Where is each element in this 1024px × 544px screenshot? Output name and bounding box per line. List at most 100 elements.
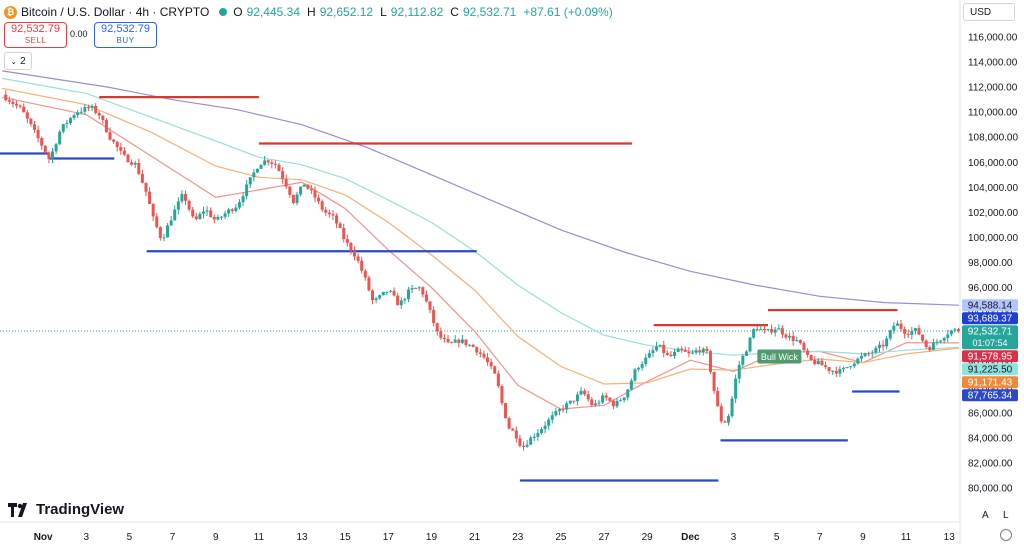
bearish-candle [464,339,468,346]
bullish-candle [939,340,943,342]
bullish-candle [241,196,245,203]
bearish-candle [414,287,418,289]
bearish-candle [827,367,831,372]
bullish-candle [773,329,777,333]
bearish-candle [25,112,29,119]
sell-button[interactable]: 92,532.79 SELL [4,22,67,48]
price-label: 91,225.50 [968,365,1013,376]
settings-gear-icon[interactable] [1000,529,1012,541]
bullish-candle [65,123,69,125]
bullish-candle [410,287,414,290]
buy-button[interactable]: 92,532.79 BUY [94,22,157,48]
time-tick-label: Nov [34,532,53,543]
bearish-candle [583,390,587,395]
bullish-candle [302,184,306,187]
bullish-candle [730,398,734,417]
indicators-toggle[interactable]: ⌄ 2 [4,52,32,70]
bullish-candle [83,107,87,112]
currency-selector[interactable]: USD [963,3,1015,21]
bullish-candle [895,323,899,326]
bullish-candle [453,339,457,343]
bearish-candle [708,351,712,372]
bullish-candle [626,389,630,398]
bearish-candle [345,239,349,243]
bearish-candle [18,105,22,107]
tradingview-logo[interactable]: TradingView [8,501,124,518]
bearish-candle [507,418,511,429]
bullish-candle [205,210,209,212]
bullish-candle [759,329,763,331]
sell-label: SELL [24,36,47,45]
bearish-candle [353,250,357,257]
bullish-candle [550,415,554,420]
annotation-box [757,349,802,364]
price-label-box [962,389,1018,402]
spread-value: 0.00 [70,29,88,39]
auto-scale-button[interactable]: A [982,510,989,521]
bearish-candle [230,209,234,212]
time-tick-label: 5 [774,532,780,543]
bearish-candle [561,409,565,411]
price-tick-label: 102,000.00 [968,208,1018,219]
moving-average-line [2,77,959,356]
ohlc-close-value: 92,532.71 [462,5,517,19]
time-tick-label: 7 [170,532,176,543]
bearish-candle [11,101,15,104]
price-tick-label: 88,000.00 [968,383,1013,394]
bearish-candle [899,323,903,330]
bullish-candle [133,162,137,165]
symbol-title[interactable]: Bitcoin / U.S. Dollar · 4h · CRYPTO [21,5,210,19]
bullish-candle [245,184,249,197]
bullish-candle [859,356,863,359]
bullish-candle [931,342,935,350]
ohlc-low-key: L [380,5,387,19]
bearish-candle [194,216,198,219]
bearish-candle [320,201,324,210]
bullish-candle [252,172,256,178]
bullish-candle [953,329,957,331]
price-tick-label: 96,000.00 [968,283,1013,294]
bullish-candle [593,403,597,406]
bullish-candle [529,437,533,445]
bullish-candle [633,369,637,381]
bearish-candle [683,349,687,352]
bearish-candle [151,203,155,217]
bearish-candle [457,339,461,343]
bullish-candle [166,225,170,238]
bearish-candle [698,350,702,353]
price-label: 87,765.34 [968,391,1013,402]
bearish-candle [780,328,784,335]
bullish-candle [198,213,202,219]
bullish-candle [788,335,792,338]
bearish-candle [33,124,37,130]
bearish-candle [148,191,152,204]
bullish-candle [701,348,705,353]
time-tick-label: 21 [469,532,481,543]
price-label: 91,171.43 [968,378,1013,389]
bearish-candle [115,141,119,148]
bullish-candle [403,299,407,301]
bearish-candle [712,371,716,391]
bullish-candle [162,237,166,239]
time-tick-label: 9 [860,532,866,543]
bullish-candle [863,353,867,357]
bearish-candle [478,352,482,354]
bullish-candle [173,209,177,221]
bearish-candle [309,188,313,191]
ohlc-open-key: O [233,5,243,19]
price-tick-label: 116,000.00 [968,33,1018,44]
bullish-candle [949,330,953,335]
bearish-candle [360,260,364,271]
bitcoin-icon: ₿ [4,5,17,19]
time-tick-label: Dec [681,532,700,543]
bearish-candle [281,171,285,180]
bearish-candle [363,270,367,278]
bullish-candle [202,211,206,214]
bearish-candle [15,103,19,106]
bullish-candle [295,194,299,203]
bearish-candle [130,162,134,165]
bullish-candle [468,344,472,346]
log-scale-button[interactable]: L [1003,510,1009,521]
bearish-candle [489,362,493,367]
